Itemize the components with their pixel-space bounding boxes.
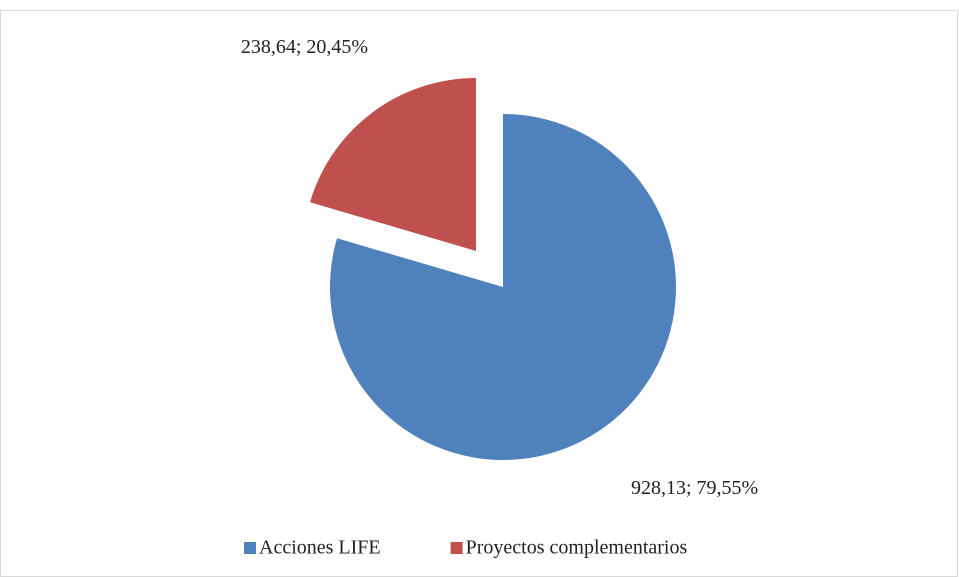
legend-label: Acciones LIFE <box>259 537 381 559</box>
pie-slice <box>330 114 676 461</box>
data-label: 238,64; 20,45% <box>241 36 368 58</box>
legend-label: Proyectos complementarios <box>466 537 688 559</box>
data-label: 928,13; 79,55% <box>631 477 758 499</box>
pie-slice <box>310 77 477 251</box>
legend-swatch <box>450 542 463 554</box>
legend-swatch <box>244 542 256 554</box>
